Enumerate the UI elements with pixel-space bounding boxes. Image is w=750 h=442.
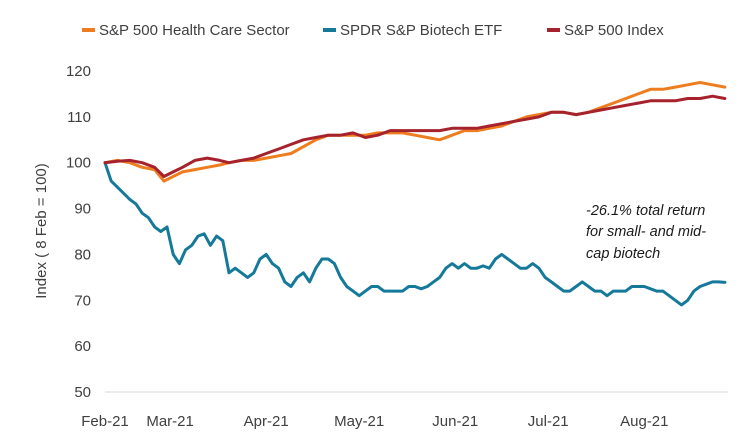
x-tick-label: Mar-21 (146, 413, 194, 430)
y-tick-label: 110 (67, 109, 91, 126)
legend-label-biotech: SPDR S&P Biotech ETF (340, 22, 502, 39)
x-tick-label: Jun-21 (432, 413, 478, 430)
x-tick-label: Jul-21 (528, 413, 569, 430)
y-axis-label: Index ( 8 Feb = 100) (33, 163, 50, 299)
y-tick-label: 50 (74, 384, 91, 401)
y-tick-label: 120 (66, 63, 91, 80)
y-tick-label: 100 (66, 155, 91, 172)
y-axis-ticks: 50 60 70 80 90 100 110 120 (66, 63, 91, 401)
y-tick-label: 60 (74, 338, 91, 355)
series-line-sp500 (103, 94, 727, 178)
annotation: -26.1% total return (586, 203, 705, 219)
legend: S&P 500 Health Care Sector SPDR S&P Biot… (82, 22, 664, 39)
y-tick-label: 80 (74, 246, 91, 263)
annotation-line-2: for small- and mid- (586, 224, 706, 240)
annotation-line-3: cap biotech (586, 246, 660, 262)
annotation-2: for small- and mid- (586, 224, 706, 240)
x-axis-ticks: Feb-21 Mar-21 Apr-21 May-21 Jun-21 Jul-21 Aug-… (81, 413, 668, 430)
legend-item-health-care: S&P 500 Health Care Sector (82, 22, 290, 39)
annotation-3: cap biotech (586, 246, 660, 262)
y-tick-label: 70 (74, 292, 91, 309)
legend-label-health-care: S&P 500 Health Care Sector (99, 22, 290, 39)
legend-label-sp500: S&P 500 Index (564, 22, 664, 39)
x-tick-label: Aug-21 (620, 413, 668, 430)
legend-item-biotech: SPDR S&P Biotech ETF (323, 22, 502, 39)
annotation-line-1: -26.1% total return (586, 203, 705, 219)
y-tick-label: 90 (74, 201, 91, 218)
legend-item-sp500: S&P 500 Index (547, 22, 664, 39)
series-line-biotech (103, 161, 727, 307)
x-tick-label: Feb-21 (81, 413, 129, 430)
x-tick-label: Apr-21 (244, 413, 289, 430)
series-layer (103, 81, 727, 307)
series-line-health-care (103, 81, 727, 183)
x-tick-label: May-21 (334, 413, 384, 430)
